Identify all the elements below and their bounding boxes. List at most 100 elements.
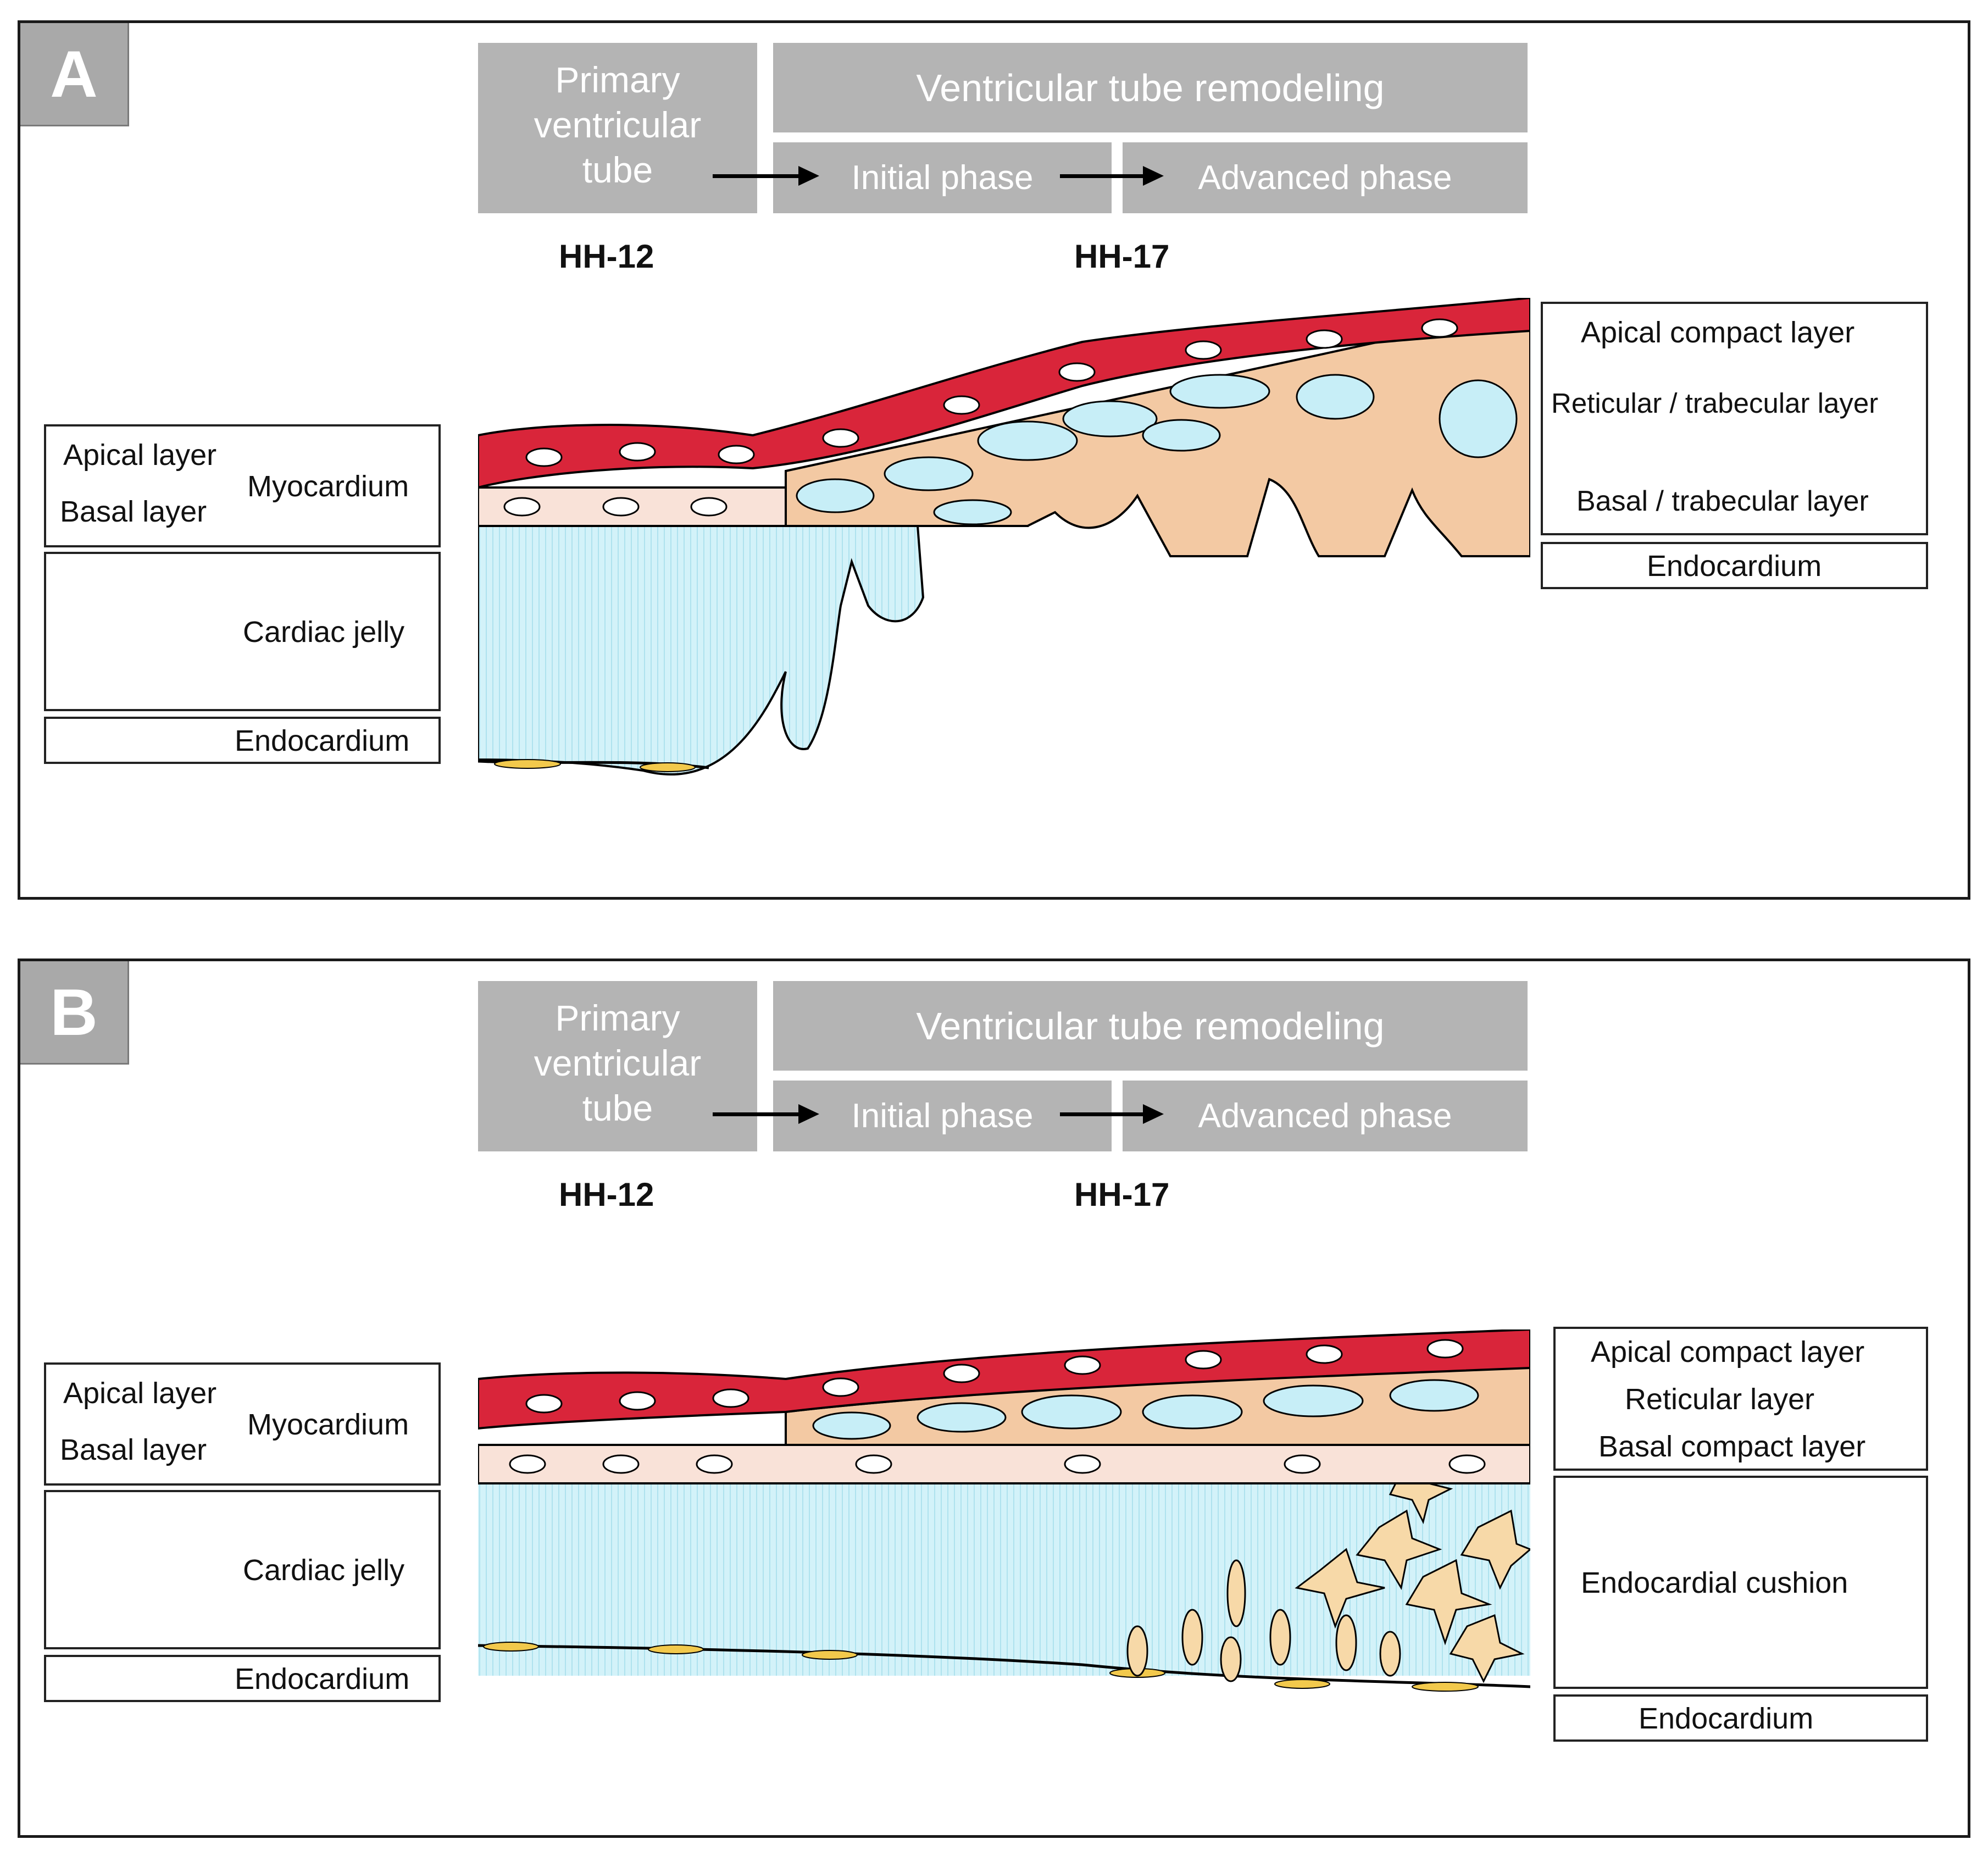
apical-compact-layer (478, 298, 1530, 489)
nucleus (712, 1388, 749, 1408)
arrow-icon (1060, 1104, 1164, 1124)
remodeling-box: Ventricular tube remodeling (773, 981, 1528, 1071)
lacuna (1142, 1394, 1243, 1430)
apical-compact-layer-label: Apical compact layer (1581, 316, 1855, 349)
endocardial-cell (648, 1644, 704, 1654)
cardiac-jelly (478, 525, 925, 775)
reticular-trabecular-layer-label: Reticular / trabecular layer (1551, 387, 1879, 419)
myocardium-label: Myocardium (247, 470, 409, 503)
panel-a: A Primary ventricular tube Ventricular t… (18, 20, 1970, 900)
panel-letter: B (20, 961, 129, 1065)
cardiac-jelly-label-box (44, 552, 441, 711)
arrow-icon (1060, 166, 1164, 186)
nucleus (509, 1454, 546, 1474)
nucleus (602, 1454, 640, 1474)
myocardium-label-box (44, 424, 441, 547)
lacuna (917, 1402, 1007, 1433)
lacuna (1389, 1379, 1479, 1412)
panel-b: B Primary ventricular tube Ventricular t… (18, 959, 1970, 1838)
mesenchymal-cell (1379, 1631, 1401, 1677)
reticular-layer-label: Reticular layer (1625, 1383, 1815, 1416)
endocardium-label-box (44, 1655, 441, 1702)
cardiac-jelly-label: Cardiac jelly (243, 616, 405, 649)
mesenchymal-cell (1356, 1509, 1442, 1591)
mesenchymal-cell (1295, 1548, 1385, 1629)
nucleus (1306, 329, 1343, 349)
nucleus (943, 395, 980, 415)
primary-line-1: Primary (555, 59, 680, 100)
nucleus (822, 1377, 859, 1397)
stage-hh12: HH-12 (559, 238, 654, 275)
nucleus (1064, 1454, 1101, 1474)
lacuna (1142, 419, 1221, 452)
nucleus (1448, 1454, 1486, 1474)
nucleus (1185, 340, 1222, 360)
primary-line-1: Primary (555, 998, 680, 1038)
endocardium-label-right: Endocardium (1647, 550, 1822, 583)
nucleus (1058, 362, 1096, 382)
endocardium-label-right: Endocardium (1639, 1702, 1814, 1735)
endocardial-cell (1412, 1682, 1479, 1692)
myocardium-illustration-b (478, 1329, 1530, 1692)
nucleus (525, 1394, 563, 1414)
nucleus (1064, 1355, 1101, 1375)
myocardium-label-box (44, 1362, 441, 1486)
basal-layer-label: Basal layer (60, 1433, 207, 1466)
nucleus (619, 1391, 656, 1411)
lacuna (884, 456, 974, 491)
lacuna (1021, 1394, 1122, 1430)
apical-layer-label: Apical layer (63, 439, 217, 472)
endocardial-cell (494, 759, 561, 769)
nucleus (525, 447, 563, 467)
nucleus (1306, 1344, 1343, 1364)
remodeling-box: Ventricular tube remodeling (773, 43, 1528, 132)
endocardial-cell (1274, 1679, 1330, 1689)
lacuna (977, 420, 1078, 461)
lacuna (796, 478, 875, 513)
primary-line-3: tube (582, 1088, 653, 1128)
nucleus (718, 445, 755, 464)
lacuna (1062, 400, 1158, 437)
nucleus (602, 497, 640, 517)
nucleus (1185, 1350, 1222, 1370)
arrow-icon (713, 1104, 819, 1124)
nucleus (822, 428, 859, 448)
primary-line-3: tube (582, 149, 653, 190)
stage-hh17: HH-17 (1074, 238, 1170, 275)
lacuna (1263, 1384, 1364, 1417)
mesenchymal-cell (1226, 1559, 1246, 1627)
mesenchymal-cell (1449, 1614, 1525, 1683)
cardiac-jelly-label: Cardiac jelly (243, 1554, 405, 1587)
apical-compact-layer-label: Apical compact layer (1591, 1336, 1865, 1369)
endocardial-cushion-label: Endocardial cushion (1581, 1566, 1848, 1599)
layers-label-box (1553, 1327, 1928, 1471)
lacuna (1169, 374, 1270, 409)
panel-letter: A (20, 23, 129, 126)
stage-hh12: HH-12 (559, 1176, 654, 1213)
lacuna (812, 1411, 891, 1440)
mesenchymal-cell (1460, 1509, 1530, 1590)
basal-layer-label: Basal layer (60, 495, 207, 528)
layers-label-box (1541, 302, 1928, 535)
advanced-phase-box: Advanced phase (1123, 1081, 1528, 1151)
myocardium-illustration-a (478, 298, 1530, 775)
cardiac-jelly-label-box (44, 1490, 441, 1649)
primary-line-2: ventricular (534, 104, 702, 145)
mesenchymal-cell (1220, 1636, 1242, 1682)
primary-ventricular-tube-box: Primary ventricular tube (478, 981, 757, 1151)
mesenchymal-cell (1126, 1625, 1148, 1677)
nucleus (943, 1364, 980, 1383)
basal-trabecular-layer-label: Basal / trabecular layer (1576, 485, 1869, 517)
primary-ventricular-tube-box: Primary ventricular tube (478, 43, 757, 213)
nucleus (855, 1454, 892, 1474)
stage-hh17: HH-17 (1074, 1176, 1170, 1213)
endocardium-label-box-right (1541, 542, 1928, 589)
apical-layer-label: Apical layer (63, 1377, 217, 1410)
nucleus (503, 497, 541, 517)
advanced-phase-box: Advanced phase (1123, 142, 1528, 213)
endocardial-cell (483, 1642, 539, 1652)
initial-phase-box: Initial phase (773, 1081, 1112, 1151)
basal-compact-layer-label: Basal compact layer (1598, 1430, 1866, 1463)
arrow-icon (713, 166, 819, 186)
lacuna (1439, 379, 1518, 458)
